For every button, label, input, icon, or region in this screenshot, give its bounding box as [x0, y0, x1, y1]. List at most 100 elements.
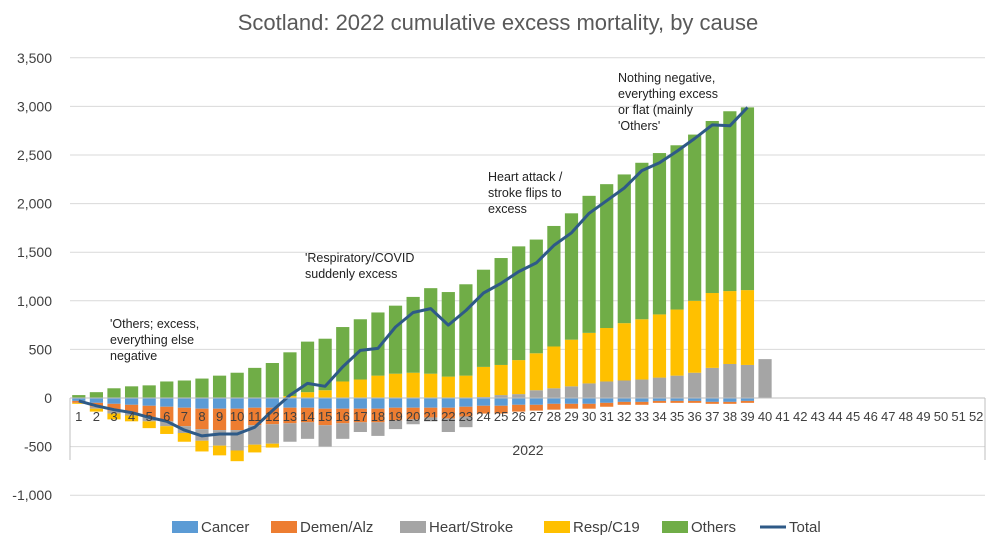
- bar-demen-alz-8: [195, 408, 209, 430]
- x-tick-label: 34: [652, 409, 666, 424]
- x-tick-label: 47: [881, 409, 895, 424]
- bar-cancer-18: [371, 398, 385, 409]
- bar-others-30: [582, 195, 596, 333]
- bar-heart-stroke-27: [529, 390, 543, 398]
- bar-heart-stroke-26: [512, 394, 526, 398]
- bar-cancer-11: [248, 398, 262, 408]
- legend-swatch-cancer: [172, 521, 198, 533]
- bar-cancer-19: [388, 398, 403, 408]
- bar-cancer-1: [72, 398, 86, 401]
- x-tick-label: 51: [951, 409, 965, 424]
- bar-demen-alz-22: [441, 407, 455, 419]
- x-tick-label: 35: [670, 409, 684, 424]
- bar-resp-c19-16: [336, 381, 350, 398]
- bar-others-21: [424, 288, 438, 374]
- bar-demen-alz-34: [652, 400, 667, 403]
- bar-resp-c19-39: [740, 290, 755, 365]
- legend-swatch-others: [662, 521, 688, 533]
- bar-cancer-26: [512, 398, 526, 405]
- bar-heart-stroke-6: [160, 421, 174, 427]
- bar-demen-alz-29: [564, 403, 579, 409]
- bar-heart-stroke-14: [300, 422, 315, 439]
- bar-cancer-25: [494, 398, 508, 406]
- bar-demen-alz-6: [160, 406, 174, 422]
- bar-heart-stroke-25: [494, 395, 508, 398]
- bar-demen-alz-24: [476, 405, 491, 414]
- bar-resp-c19-25: [494, 364, 508, 396]
- bar-resp-c19-34: [652, 314, 667, 378]
- bar-cancer-8: [195, 398, 209, 409]
- bar-heart-stroke-38: [723, 363, 737, 398]
- x-tick-label: 6: [163, 409, 170, 424]
- bar-demen-alz-28: [547, 403, 561, 410]
- y-tick-label: 2,500: [17, 147, 52, 163]
- bar-others-29: [564, 213, 579, 340]
- x-tick-label: 18: [371, 409, 385, 424]
- bar-others-36: [688, 134, 702, 301]
- x-tick-label: 49: [916, 409, 930, 424]
- bar-others-33: [635, 162, 649, 320]
- bar-others-26: [512, 246, 526, 361]
- bar-others-12: [265, 363, 279, 398]
- bar-cancer-35: [670, 398, 684, 401]
- bar-cancer-5: [142, 398, 156, 406]
- x-tick-label: 22: [441, 409, 455, 424]
- bar-demen-alz-10: [230, 408, 244, 431]
- axes: -1,000 -500 0 500 1,000 1,500 2,000 2,500 3,000 3…: [12, 50, 986, 503]
- annotation-text: 'Respiratory/COVID: [305, 251, 414, 265]
- annotations: 'Others; excess, everything else negative '…: [110, 71, 718, 363]
- x-tick-label: 11: [248, 409, 262, 424]
- bar-demen-alz-17: [353, 408, 367, 423]
- bar-demen-alz-39: [740, 400, 755, 403]
- y-tick-label: 2,000: [17, 196, 52, 212]
- legend-swatch-demen-alz: [271, 521, 297, 533]
- bar-resp-c19-11: [248, 444, 262, 453]
- bar-cancer-27: [529, 398, 543, 405]
- bar-heart-stroke-5: [142, 417, 156, 422]
- bar-others-18: [371, 312, 385, 376]
- bar-cancer-28: [547, 398, 561, 404]
- bar-resp-c19-23: [459, 375, 473, 398]
- x-tick-label: 36: [687, 409, 701, 424]
- bar-resp-c19-21: [424, 373, 438, 398]
- bar-heart-stroke-23: [459, 416, 473, 428]
- bar-others-37: [705, 120, 719, 294]
- bar-others-14: [300, 341, 315, 393]
- bar-demen-alz-9: [212, 408, 227, 431]
- bar-demen-alz-13: [283, 407, 297, 424]
- x-tick-label: 1: [75, 409, 82, 424]
- x-tick-label: 20: [406, 409, 420, 424]
- x-tick-label: 33: [635, 409, 649, 424]
- bar-others-2: [89, 392, 103, 398]
- bar-resp-c19-2: [89, 408, 103, 412]
- bar-cancer-9: [212, 398, 227, 409]
- bar-heart-stroke-22: [441, 418, 455, 433]
- bar-cancer-29: [564, 398, 579, 404]
- bar-cancer-24: [476, 398, 491, 406]
- bar-cancer-33: [635, 398, 649, 402]
- bar-others-27: [529, 239, 543, 354]
- bar-resp-c19-28: [547, 346, 561, 389]
- annotation-text: everything excess: [618, 87, 718, 101]
- legend-swatch-heart-stroke: [400, 521, 426, 533]
- bar-cancer-10: [230, 398, 244, 409]
- x-tick-label: 19: [388, 409, 402, 424]
- legend: Cancer Demen/Alz Heart/Stroke Resp/C19 Other…: [172, 519, 821, 536]
- bar-demen-alz-23: [459, 406, 473, 417]
- bar-cancer-39: [740, 398, 755, 401]
- bar-cancer-36: [688, 398, 702, 401]
- bar-others-11: [248, 367, 262, 398]
- bar-others-24: [476, 269, 491, 367]
- bar-heart-stroke-29: [564, 386, 579, 398]
- total-line-series: [78, 106, 749, 438]
- bar-heart-stroke-31: [600, 381, 614, 398]
- legend-label-demen-alz: Demen/Alz: [300, 519, 373, 536]
- bar-others-32: [617, 174, 631, 324]
- bar-resp-c19-14: [300, 392, 315, 398]
- bar-heart-stroke-33: [635, 379, 649, 398]
- y-tick-label: 1,500: [17, 244, 52, 260]
- bar-others-34: [652, 153, 667, 315]
- bar-others-22: [441, 292, 455, 377]
- bar-cancer-2: [89, 398, 103, 403]
